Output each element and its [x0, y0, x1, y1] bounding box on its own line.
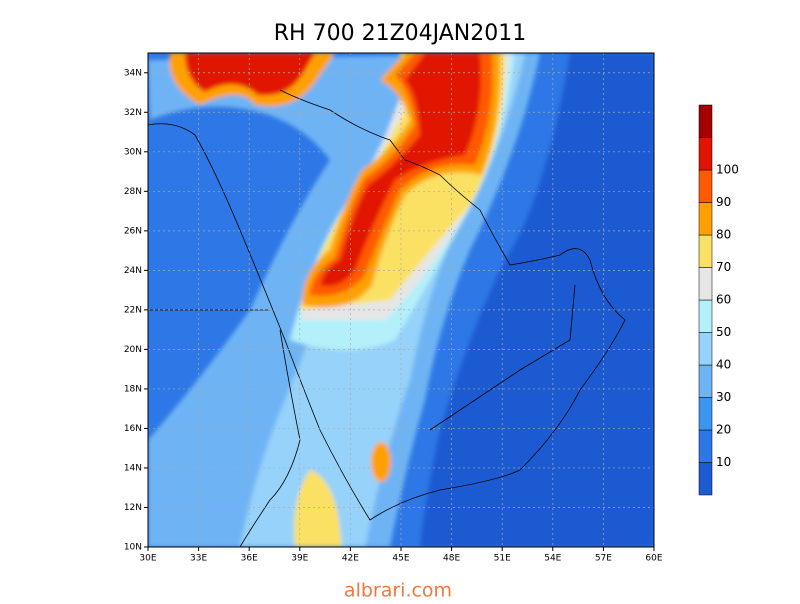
colorbar-segment [698, 137, 713, 171]
y-tick-label: 26N [124, 226, 142, 236]
colorbar-segment [698, 267, 713, 301]
y-tick-label: 24N [124, 266, 142, 276]
x-tick-label: 45E [392, 554, 409, 564]
colorbar-label: 60 [716, 293, 731, 307]
colorbar-segment [698, 332, 713, 366]
colorbar-segment [698, 202, 713, 236]
y-tick-label: 14N [124, 463, 142, 473]
x-tick-label: 33E [190, 554, 207, 564]
y-tick-label: 16N [124, 424, 142, 434]
x-tick-label: 39E [291, 554, 308, 564]
colorbar-label: 30 [716, 390, 731, 404]
y-tick-label: 30N [124, 147, 142, 157]
colorbar-segment [698, 397, 713, 431]
colorbar-label: 90 [716, 195, 731, 209]
field-south-yellow [294, 470, 342, 547]
x-tick-label: 51E [494, 554, 511, 564]
field-spot [371, 442, 391, 482]
y-tick-label: 20N [124, 345, 142, 355]
colorbar: 10 20 30 40 50 60 70 80 90 100 [698, 104, 739, 496]
colorbar-segment [698, 429, 713, 463]
field-red [320, 53, 481, 286]
colorbar-label: 80 [716, 228, 731, 242]
y-tick-label: 28N [124, 187, 142, 197]
grid [148, 53, 654, 547]
colorbar-label: 40 [716, 358, 731, 372]
colorbar-segment [698, 462, 713, 496]
x-tick-label: 48E [443, 554, 460, 564]
axes: 30E 33E 36E 39E 42E 45E 48E 51E 54E 57E 60E 10N 12N 1… [124, 68, 663, 563]
x-tick-label: 30E [139, 554, 156, 564]
colorbar-label: 100 [716, 163, 739, 177]
colorbar-label: 70 [716, 260, 731, 274]
x-tick-label: 60E [645, 554, 662, 564]
colorbar-segment [698, 104, 713, 138]
colorbar-label: 50 [716, 325, 731, 339]
x-tick-label: 36E [241, 554, 258, 564]
field-nw-red [185, 53, 315, 96]
colorbar-label: 20 [716, 423, 731, 437]
field [148, 53, 654, 547]
field-dark [420, 53, 654, 547]
y-tick-label: 32N [124, 108, 142, 118]
colorbar-segment [698, 169, 713, 203]
colorbar-segment [698, 299, 713, 333]
x-tick-label: 42E [342, 554, 359, 564]
colorbar-segment [698, 364, 713, 398]
title: RH 700 21Z04JAN2011 [274, 21, 526, 46]
watermark: albrari.com [344, 580, 452, 601]
y-tick-label: 10N [124, 543, 142, 553]
y-tick-label: 18N [124, 384, 142, 394]
x-tick-label: 54E [544, 554, 561, 564]
y-tick-label: 22N [124, 305, 142, 315]
x-tick-label: 57E [595, 554, 612, 564]
colorbar-label: 10 [716, 455, 731, 469]
y-tick-label: 34N [124, 68, 142, 78]
colorbar-segment [698, 234, 713, 268]
y-tick-label: 12N [124, 503, 142, 513]
